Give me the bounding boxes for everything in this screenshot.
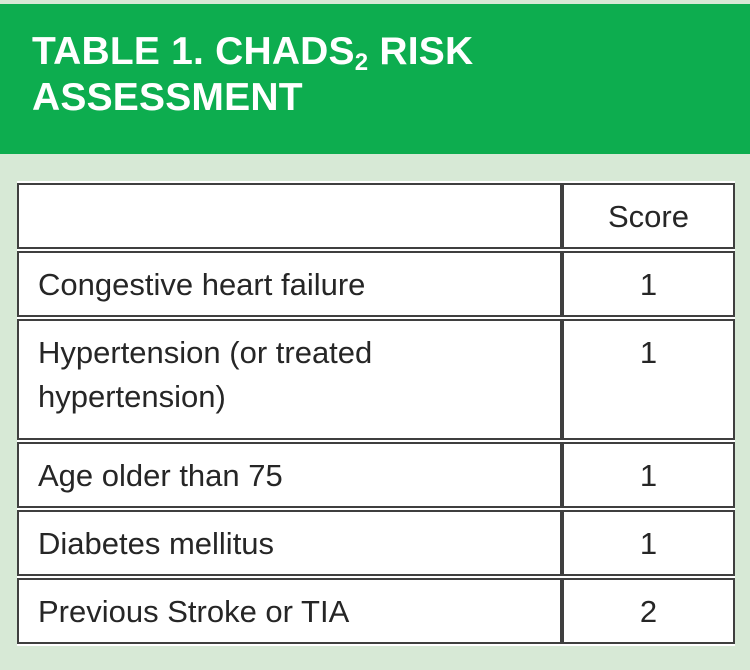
table-row: Hypertension (or treated hypertension) 1 (17, 319, 735, 441)
condition-cell: Diabetes mellitus (17, 510, 562, 577)
table-title: TABLE 1. CHADS2 RISK ASSESSMENT (32, 29, 592, 120)
table-title-rest: RISK ASSESSMENT (32, 30, 474, 119)
condition-cell: Age older than 75 (17, 442, 562, 509)
table-row: Congestive heart failure 1 (17, 251, 735, 318)
score-cell: 1 (562, 442, 735, 509)
table-header-row: Score (17, 183, 735, 250)
score-cell: 1 (562, 510, 735, 577)
table-row: Previous Stroke or TIA 2 (17, 578, 735, 645)
condition-cell: Hypertension (or treated hypertension) (17, 319, 562, 441)
condition-cell: Congestive heart failure (17, 251, 562, 318)
risk-table: Score Congestive heart failure 1 Hyperte… (17, 181, 735, 647)
condition-cell: Previous Stroke or TIA (17, 578, 562, 645)
table-row: Age older than 75 1 (17, 442, 735, 509)
risk-table-container: Score Congestive heart failure 1 Hyperte… (17, 181, 735, 647)
title-subscript: 2 (354, 49, 369, 76)
score-cell: 1 (562, 251, 735, 318)
table-row: Diabetes mellitus 1 (17, 510, 735, 577)
column-header-condition (17, 183, 562, 250)
table-title-main: TABLE 1. CHADS (32, 30, 355, 73)
score-cell: 1 (562, 319, 735, 441)
column-header-score: Score (562, 183, 735, 250)
score-cell: 2 (562, 578, 735, 645)
table-title-banner: TABLE 1. CHADS2 RISK ASSESSMENT (0, 4, 750, 154)
